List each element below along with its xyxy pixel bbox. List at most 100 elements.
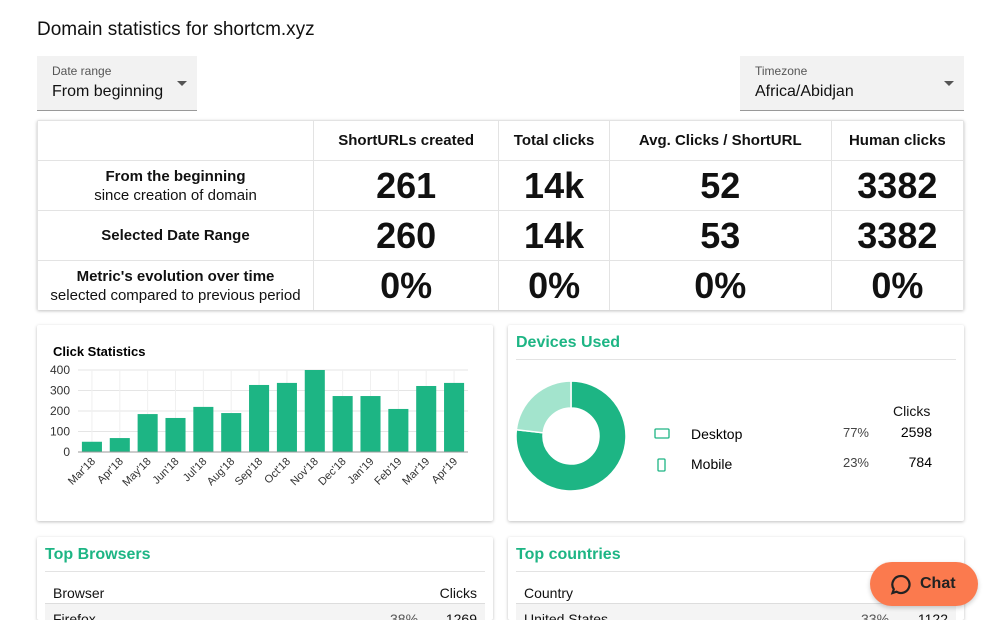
device-percent: 23% [843,455,869,470]
chat-label: Chat [920,575,956,592]
devices-card: Devices Used Desktop 77% 2598 Mobile 23% 784 … [508,325,964,521]
bar [360,396,381,452]
cell: 3382 [830,210,964,261]
cell: 0% [312,260,500,310]
cell: 0% [498,260,610,310]
cell: 1122 [917,611,948,620]
cell: 33% [861,611,890,620]
card-title: Devices Used [516,334,621,351]
column-header: Total clicks [498,120,610,161]
cell: United States [524,611,609,620]
row-label: From the beginning [105,167,246,185]
device-name: Mobile [691,456,732,472]
x-tick-label: Nov'18 [288,456,320,488]
chart-title: Click Statistics [53,344,146,359]
divider [45,571,485,572]
donut-slice [515,380,572,434]
cell: 0% [830,260,964,310]
x-tick-label: Jan'19 [345,456,376,487]
x-tick-label: Mar'18 [66,456,98,488]
x-tick-label: Jun'18 [150,456,181,487]
page-title: Domain statistics for shortcm.xyz [37,19,315,40]
cell: 14k [498,210,610,261]
x-tick-label: Oct'18 [262,456,293,487]
device-percent: 77% [843,425,869,440]
row-header: Metric's evolution over time selected com… [37,260,314,310]
table-row: United States 33% 1122 [516,603,956,620]
column-header: Clicks [439,585,477,601]
y-tick-label: 400 [50,363,70,377]
select-value: Africa/Abidjan [755,83,854,100]
divider [516,571,956,572]
chat-icon [890,574,911,595]
device-icon [654,428,670,439]
x-tick-label: Sep'18 [233,456,265,488]
bar-chart: Click Statistics 0 100 200 300 400 Mar'18 Apr'… [50,344,468,489]
column-header: Human clicks [830,120,964,161]
cell: 38% [390,611,419,620]
column-header: Country [524,585,574,601]
select-label: Date range [52,64,112,78]
row-header: Selected Date Range [37,210,314,261]
cell: 0% [608,260,832,310]
bar [332,396,353,452]
x-tick-label: Mar'19 [400,456,432,488]
bar [137,414,158,452]
select-value: From beginning [52,83,164,100]
y-tick-label: 0 [63,445,70,459]
cell: 53 [608,210,832,261]
cell: 52 [608,160,832,211]
row-label: Metric's evolution over time [76,267,275,285]
chat-button[interactable]: Chat [870,562,978,606]
table-row: Firefox 38% 1269 [45,603,485,620]
device-icon [657,458,666,472]
device-clicks: 2598 [901,424,932,440]
cell: 260 [312,210,500,261]
date-range-select[interactable]: Date range From beginning [37,56,197,111]
bar [109,438,130,452]
bar [165,417,186,452]
bar [249,384,270,452]
x-tick-label: Dec'18 [316,456,348,488]
bar [221,413,242,452]
bar [304,370,325,452]
y-tick-label: 200 [50,404,70,418]
y-tick-label: 300 [50,384,70,398]
donut-chart: Desktop 77% 2598 Mobile 23% 784 [515,380,933,492]
y-tick-label: 100 [50,425,70,439]
bar [81,441,102,452]
device-clicks: 784 [909,454,933,470]
column-header: ShortURLs created [312,120,500,161]
card-title: Top Browsers [45,546,151,563]
row-sublabel: selected compared to previous period [50,286,301,304]
cell: 1269 [445,611,477,620]
column-header: Clicks [893,403,931,419]
bar [388,408,409,452]
bar [444,382,465,452]
row-header: From the beginning since creation of doma… [37,160,314,211]
card-title: Top countries [516,546,621,563]
x-tick-label: Apr'19 [429,456,460,487]
select-label: Timezone [755,64,808,78]
device-name: Desktop [691,426,743,442]
row-sublabel: since creation of domain [94,186,257,204]
summary-table: ShortURLs created Total clicks Avg. Clic… [37,120,964,310]
cell: 261 [312,160,500,211]
x-tick-label: Aug'18 [205,456,237,488]
click-stats-card: Click Statistics 0 100 200 300 400 Mar'18 Apr'… [37,325,493,521]
cell: 14k [498,160,610,211]
x-tick-label: Feb'19 [372,456,404,488]
cell: 3382 [830,160,964,211]
bar [276,382,297,452]
donut-slice [515,380,627,492]
column-header: Avg. Clicks / ShortURL [608,120,832,161]
cell [37,120,314,161]
summary-card: ShortURLs created Total clicks Avg. Clic… [37,120,964,310]
row-label: Selected Date Range [101,227,250,244]
cell: Firefox [53,611,96,620]
column-header: Browser [53,585,105,601]
timezone-select[interactable]: Timezone Africa/Abidjan [740,56,964,111]
divider [516,359,956,360]
bar [193,406,214,452]
